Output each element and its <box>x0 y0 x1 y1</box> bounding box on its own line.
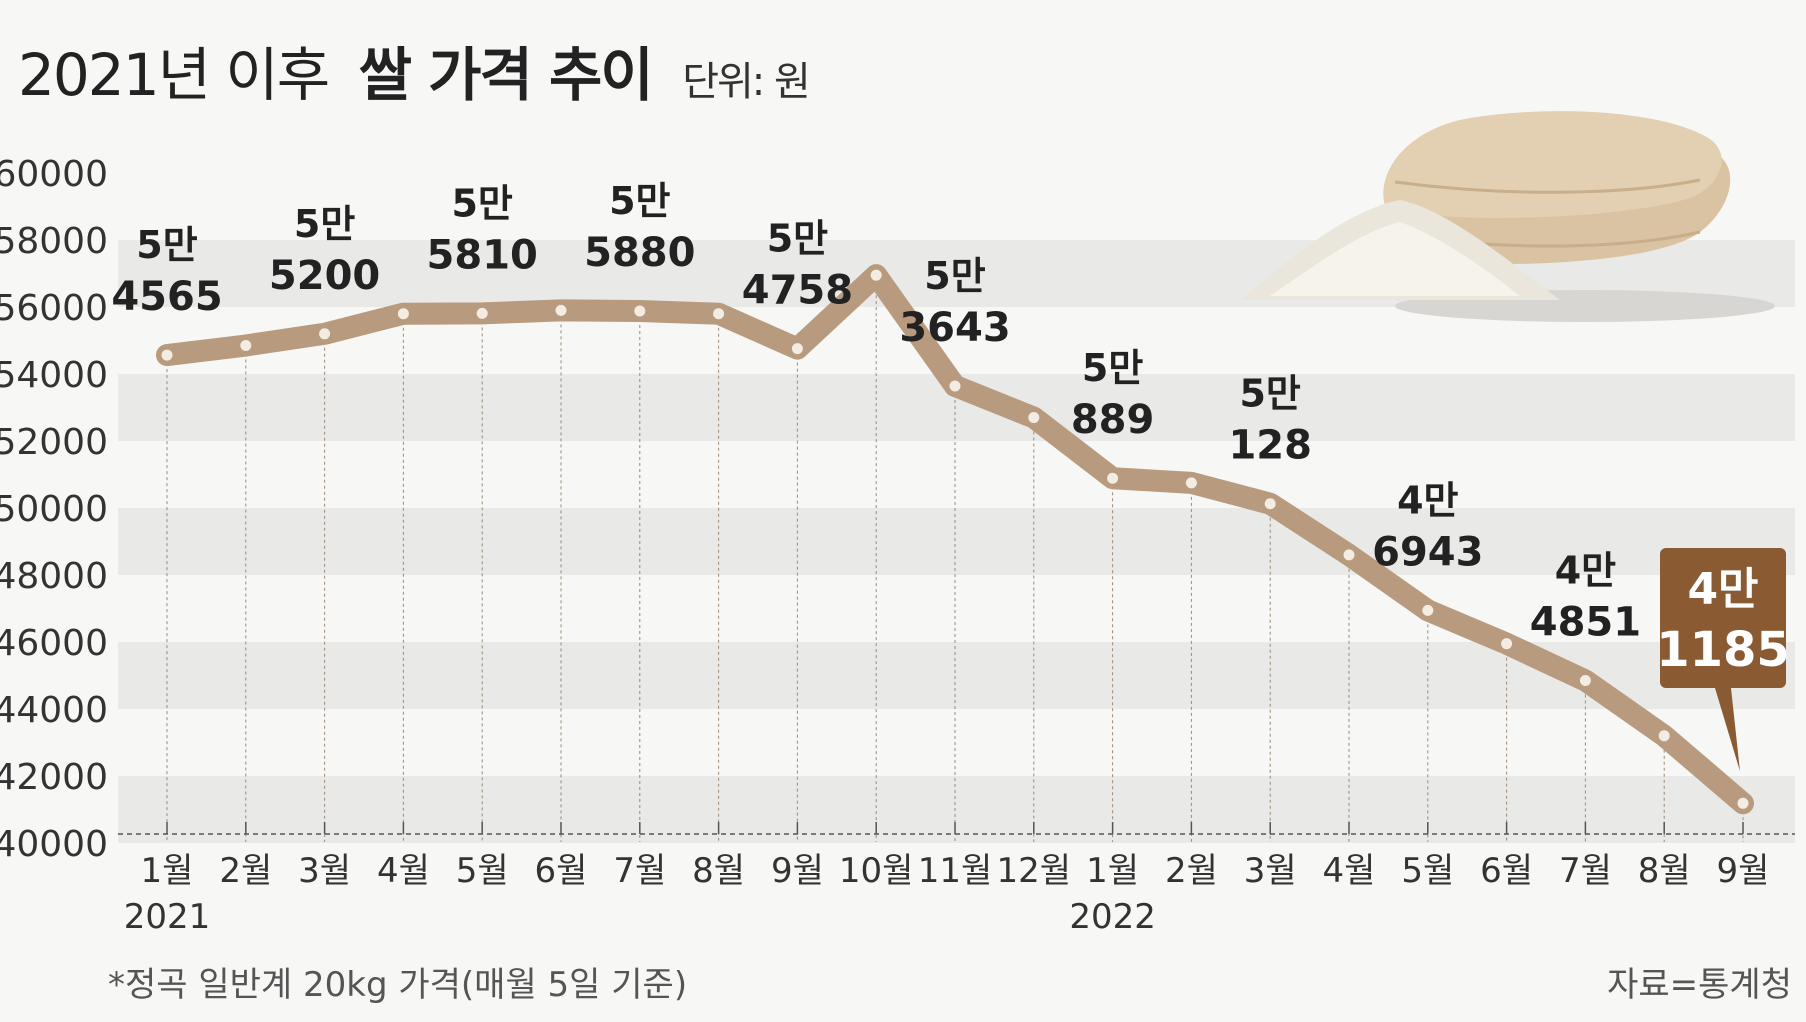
data-label-bottom: 6943 <box>1372 529 1483 575</box>
data-point <box>397 308 409 320</box>
y-tick-label: 42000 <box>0 757 108 798</box>
y-tick-label: 54000 <box>0 355 108 396</box>
x-tick-label: 1월 <box>141 851 194 891</box>
x-tick-label: 3월 <box>1244 851 1297 891</box>
data-label-top: 5만 <box>136 223 197 267</box>
data-point <box>1185 477 1197 489</box>
data-label-top: 5만 <box>924 254 985 298</box>
y-tick-label: 60000 <box>0 154 108 195</box>
y-tick-label: 50000 <box>0 489 108 530</box>
x-tick-label: 11월 <box>918 851 993 891</box>
data-label-bottom: 128 <box>1228 423 1312 469</box>
callout-pointer <box>1715 688 1740 772</box>
y-tick-label: 58000 <box>0 221 108 262</box>
data-point <box>1343 549 1355 561</box>
data-labels: 5만 4565 5만 5200 5만 5810 5만 5880 5만 4758 5만 3643 5만 88… <box>111 179 1641 645</box>
x-tick-label: 3월 <box>298 851 351 891</box>
data-point <box>240 340 252 352</box>
data-label-bottom: 4758 <box>742 268 853 314</box>
vertical-guides <box>166 283 1744 842</box>
x-tick-label: 8월 <box>1638 851 1691 891</box>
data-label-bottom: 5810 <box>427 232 538 278</box>
callout-label-bottom: 1185 <box>1656 622 1790 678</box>
data-point <box>713 308 725 320</box>
data-point <box>949 380 961 392</box>
data-label-top: 4만 <box>1555 548 1616 592</box>
x-tick-label: 4월 <box>1323 851 1376 891</box>
y-tick-label: 40000 <box>0 824 108 865</box>
data-point <box>161 349 173 361</box>
data-label-top: 4만 <box>1397 478 1458 522</box>
data-point <box>1264 498 1276 510</box>
x-tick-label: 5월 <box>1401 851 1454 891</box>
data-point <box>1579 674 1591 686</box>
data-point <box>555 304 567 316</box>
x-tick-label: 1월 <box>1086 851 1139 891</box>
x-tick-label: 2월 <box>1165 851 1218 891</box>
x-tick-label: 7월 <box>613 851 666 891</box>
x-tick-label: 2월 <box>219 851 272 891</box>
x-tick-label: 7월 <box>1559 851 1612 891</box>
data-point <box>634 305 646 317</box>
data-point <box>1501 638 1513 650</box>
x-tick-label: 5월 <box>456 851 509 891</box>
data-point <box>476 307 488 319</box>
data-label-top: 5만 <box>294 202 355 246</box>
data-label-top: 5만 <box>1239 372 1300 416</box>
x-tick-label: 8월 <box>692 851 745 891</box>
data-point <box>1658 730 1670 742</box>
rice-sack-icon <box>1240 111 1775 322</box>
data-point <box>870 269 882 281</box>
data-points <box>161 269 1749 809</box>
data-point <box>1107 472 1119 484</box>
source-label: 자료=통계청 <box>1607 965 1792 1005</box>
highlight-callout: 4만 1185 <box>1656 548 1790 772</box>
y-tick-label: 44000 <box>0 690 108 731</box>
y-tick-label: 48000 <box>0 556 108 597</box>
chart-title: 2021년 이후 쌀 가격 추이 단위: 원 <box>18 41 809 109</box>
x-tick-label: 6월 <box>535 851 588 891</box>
y-tick-label: 52000 <box>0 422 108 463</box>
x-tick-label: 9월 <box>771 851 824 891</box>
y-axis-ticks: 60000 58000 56000 54000 52000 50000 48000 46000… <box>0 154 108 865</box>
data-label-bottom: 889 <box>1071 397 1155 443</box>
title-bold: 쌀 가격 추이 <box>359 41 652 109</box>
unit-label: 단위: 원 <box>682 59 809 105</box>
data-point <box>791 343 803 355</box>
x-tick-label: 4월 <box>377 851 430 891</box>
data-label-top: 5만 <box>609 179 670 223</box>
data-label-top: 5만 <box>767 217 828 261</box>
data-point <box>1028 412 1040 424</box>
x-tick-label: 9월 <box>1717 851 1770 891</box>
y-tick-label: 46000 <box>0 623 108 664</box>
grid-band <box>118 776 1795 843</box>
data-label-top: 5만 <box>451 181 512 225</box>
callout-box <box>1660 548 1786 688</box>
year-label: 2021 <box>124 897 211 937</box>
data-label-bottom: 5880 <box>584 230 695 276</box>
y-tick-label: 56000 <box>0 288 108 329</box>
title-light: 2021년 이후 <box>18 41 328 109</box>
grid-band <box>118 508 1795 575</box>
data-label-bottom: 5200 <box>269 253 380 299</box>
data-label-bottom: 4851 <box>1530 599 1641 645</box>
data-point <box>1422 604 1434 616</box>
data-label-bottom: 4565 <box>111 274 222 320</box>
data-label-top: 5만 <box>1082 346 1143 390</box>
x-tick-label: 6월 <box>1480 851 1533 891</box>
callout-label-top: 4만 <box>1687 564 1758 615</box>
year-label: 2022 <box>1069 897 1156 937</box>
footnote: *정곡 일반계 20kg 가격(매월 5일 기준) <box>108 965 687 1005</box>
data-point <box>319 328 331 340</box>
data-point <box>1737 797 1749 809</box>
x-tick-label: 12월 <box>997 851 1072 891</box>
data-label-bottom: 3643 <box>899 305 1010 351</box>
x-axis-ticks: 1월 2월 3월 4월 5월 6월 7월 8월 9월 10월 11월 12월 1월 2월 3월 4월 5월 6월 7… <box>124 851 1770 937</box>
x-tick-label: 10월 <box>839 851 914 891</box>
